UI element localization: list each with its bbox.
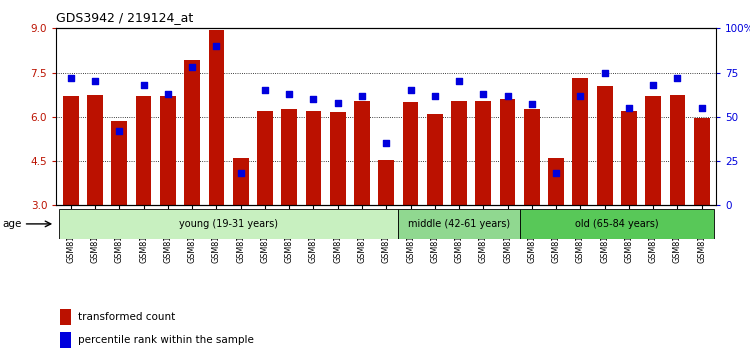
Text: GDS3942 / 219124_at: GDS3942 / 219124_at: [56, 11, 194, 24]
Point: [477, 91, 489, 97]
Point: [235, 171, 247, 176]
Bar: [548, 158, 564, 205]
Bar: [160, 96, 176, 205]
Bar: [232, 158, 248, 205]
Bar: [572, 79, 588, 205]
Point: [332, 100, 344, 105]
Bar: [257, 111, 273, 205]
Point: [137, 82, 149, 88]
Bar: [112, 121, 128, 205]
Point: [550, 171, 562, 176]
Point: [380, 141, 392, 146]
Point: [308, 96, 320, 102]
Bar: [330, 113, 346, 205]
Point: [89, 79, 101, 84]
Bar: [305, 111, 321, 205]
Bar: [59, 309, 71, 325]
Bar: [621, 111, 637, 205]
Text: young (19-31 years): young (19-31 years): [179, 219, 278, 229]
Bar: [378, 160, 394, 205]
Bar: [645, 96, 661, 205]
Text: age: age: [3, 219, 22, 229]
Bar: [694, 118, 709, 205]
Bar: [63, 96, 79, 205]
Bar: [670, 95, 686, 205]
Bar: [520, 209, 714, 239]
Point: [64, 75, 76, 81]
Point: [211, 43, 223, 49]
Point: [574, 93, 586, 98]
Point: [259, 87, 271, 93]
Bar: [500, 99, 515, 205]
Bar: [209, 30, 224, 205]
Text: old (65-84 years): old (65-84 years): [575, 219, 658, 229]
Bar: [136, 96, 152, 205]
Bar: [524, 109, 540, 205]
Bar: [403, 102, 418, 205]
Bar: [398, 209, 520, 239]
Point: [284, 91, 296, 97]
Point: [356, 93, 368, 98]
Bar: [452, 101, 467, 205]
Bar: [58, 209, 398, 239]
Text: middle (42-61 years): middle (42-61 years): [408, 219, 510, 229]
Point: [404, 87, 416, 93]
Point: [696, 105, 708, 111]
Point: [162, 91, 174, 97]
Bar: [427, 114, 442, 205]
Point: [453, 79, 465, 84]
Point: [671, 75, 683, 81]
Point: [623, 105, 635, 111]
Bar: [184, 60, 200, 205]
Text: percentile rank within the sample: percentile rank within the sample: [78, 335, 254, 346]
Text: transformed count: transformed count: [78, 312, 176, 322]
Bar: [476, 101, 491, 205]
Bar: [354, 101, 370, 205]
Bar: [281, 109, 297, 205]
Point: [647, 82, 659, 88]
Point: [113, 128, 125, 134]
Bar: [597, 86, 613, 205]
Bar: [87, 95, 103, 205]
Point: [502, 93, 514, 98]
Bar: [59, 332, 71, 348]
Point: [429, 93, 441, 98]
Point: [526, 102, 538, 107]
Point: [186, 64, 198, 70]
Point: [598, 70, 610, 75]
